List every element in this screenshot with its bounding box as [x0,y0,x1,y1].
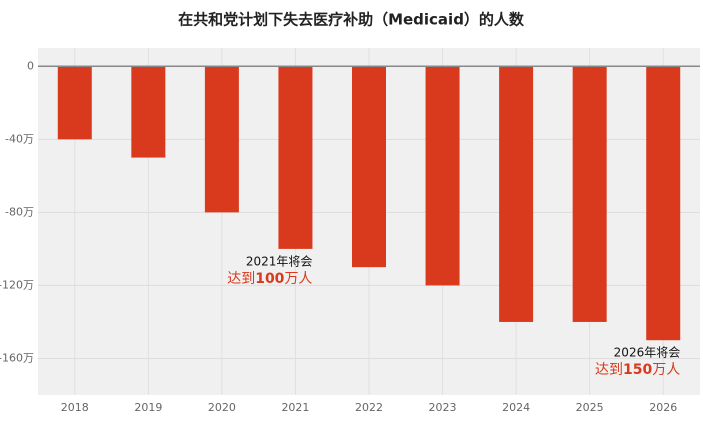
annotation-part: 达到 [595,362,623,378]
x-tick-label: 2023 [429,401,457,414]
x-tick-label: 2018 [61,401,89,414]
annotation-part: 万人 [284,271,312,287]
x-tick-label: 2026 [649,401,677,414]
x-tick-label: 2024 [502,401,530,414]
annotation-part: 150 [623,362,652,378]
annotation-line2: 达到150万人 [595,362,680,378]
chart-title: 在共和党计划下失去医疗补助（Medicaid）的人数 [178,11,525,29]
annotation-line1: 2026年将会 [614,346,681,360]
x-tick-label: 2021 [281,401,309,414]
y-tick-label: -40万 [5,132,34,145]
bar [646,66,681,341]
bar [57,66,92,140]
annotation-line1: 2021年将会 [246,254,313,268]
y-tick-label: -80万 [5,205,34,218]
annotation-part: 达到 [227,271,255,287]
bar [572,66,607,322]
x-tick-label: 2025 [576,401,604,414]
annotation-part: 万人 [652,362,680,378]
bar [352,66,386,268]
bar [278,66,313,249]
bar [425,66,460,286]
bar [204,66,239,213]
y-tick-label: -120万 [0,278,34,291]
x-tick-label: 2019 [134,401,162,414]
bar [131,66,166,158]
bar [499,66,534,322]
y-tick-label: 0 [27,59,34,72]
x-tick-label: 2020 [208,401,236,414]
annotation-part: 100 [255,271,284,287]
x-tick-label: 2022 [355,401,383,414]
y-tick-label: -160万 [0,351,34,364]
annotation-line2: 达到100万人 [227,271,312,287]
